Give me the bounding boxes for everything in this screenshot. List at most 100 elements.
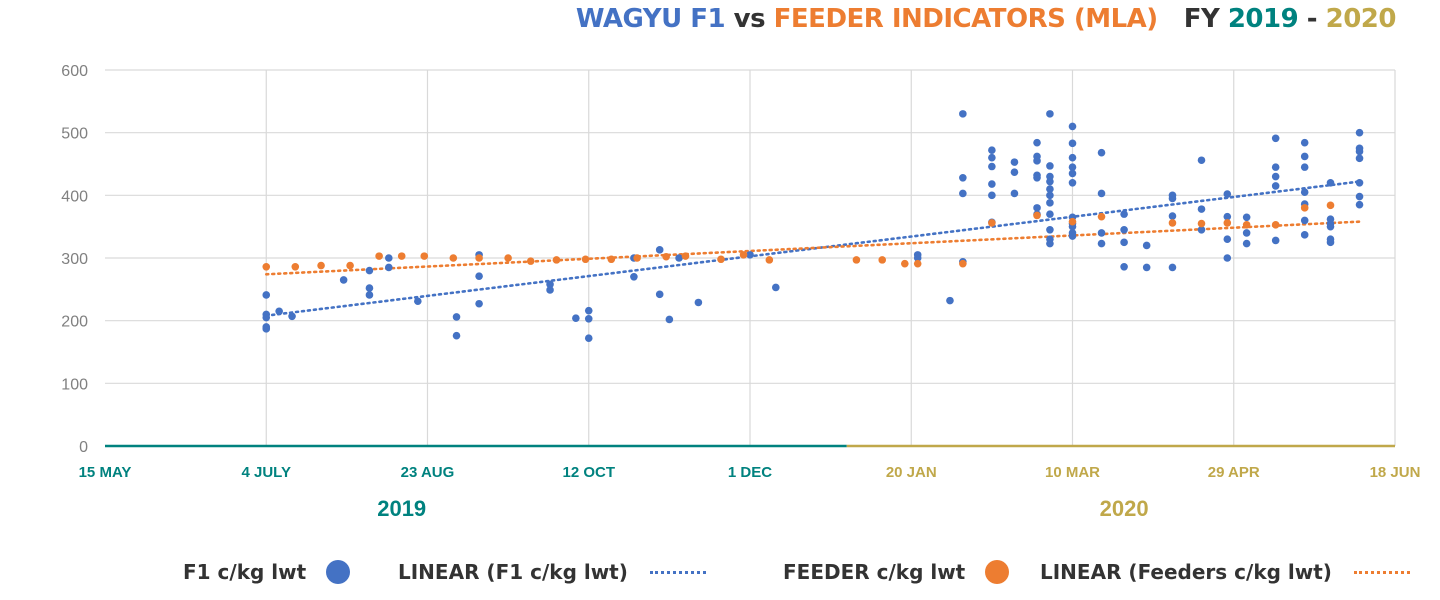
chart-title: WAGYU F1 vs FEEDER INDICATORS (MLA) FY 20… [576, 4, 1397, 34]
x-tick-label: 1 DEC [728, 464, 772, 481]
legend-item-feeder-linear: LINEAR (Feeders c/kg lwt) [1040, 560, 1410, 584]
f1-point [452, 331, 461, 340]
f1-point [1271, 182, 1280, 190]
f1-point [1355, 179, 1364, 187]
feeder-point [852, 256, 861, 264]
f1-point [546, 286, 554, 294]
feeder-point [475, 254, 483, 262]
f1-point [1097, 148, 1106, 157]
f1-point [1271, 134, 1280, 143]
f1-point [546, 280, 554, 289]
f1-point [988, 191, 996, 200]
feeder-point [420, 252, 429, 260]
title-vs: vs [725, 4, 774, 34]
y-tick-label: 200 [61, 314, 88, 331]
data-points [262, 110, 1364, 343]
feeder-point [607, 255, 616, 264]
f1-point [1046, 226, 1054, 234]
f1-point [385, 254, 393, 262]
axis-labels: 0 100 200 300 400 500 600 15 MAY 4 JULY 23 AUG 12 … [61, 63, 1420, 521]
title-fy: FY [1183, 4, 1228, 34]
feeder-point [765, 256, 774, 264]
f1-point [913, 254, 922, 262]
f1-point [1046, 177, 1054, 186]
f1-point [1326, 179, 1335, 187]
f1-point [1046, 239, 1054, 248]
f1-point [1271, 236, 1280, 245]
y-tick-label: 400 [61, 188, 88, 205]
feeder-point [739, 251, 748, 259]
f1-point [1120, 210, 1128, 218]
f1-point [414, 297, 422, 306]
feeder-point [878, 256, 887, 264]
feeder-point [1300, 204, 1309, 212]
feeder-point [291, 262, 300, 271]
feeder-point [581, 255, 590, 264]
feeder-point [901, 259, 909, 268]
f1-point [1097, 229, 1106, 237]
feeder-point [1097, 212, 1106, 221]
f1-point [572, 314, 580, 322]
legend-marker-f1 [326, 560, 351, 584]
f1-point [262, 291, 271, 299]
f1-point [1142, 263, 1151, 272]
feeder-point [1168, 219, 1177, 227]
f1-point [339, 276, 348, 284]
feeder-point [526, 257, 535, 265]
f1-point [1197, 226, 1206, 234]
f1-point [1120, 226, 1128, 234]
x-tick-label: 12 OCT [562, 464, 615, 481]
feeder-point [1068, 217, 1077, 226]
f1-point [1046, 191, 1054, 200]
legend-marker-feeder [985, 560, 1010, 584]
f1-point [1300, 138, 1309, 147]
f1-point [1046, 199, 1054, 207]
title-year-2020: 2020 [1325, 4, 1397, 34]
f1-point [1010, 168, 1019, 176]
feeder-point [262, 262, 271, 271]
f1-point [262, 313, 271, 322]
trendline [264, 220, 1361, 276]
f1-point [1068, 153, 1077, 162]
title-feeder: FEEDER INDICATORS (MLA) [773, 4, 1159, 34]
f1-point [1300, 231, 1309, 239]
y-tick-label: 300 [61, 251, 88, 268]
feeder-point [317, 261, 325, 270]
f1-point [1033, 173, 1041, 182]
year-label-2020: 2020 [1100, 496, 1149, 521]
f1-point [1223, 254, 1232, 262]
feeder-point [717, 255, 725, 264]
f1-point [1068, 169, 1077, 178]
f1-point [946, 296, 954, 305]
f1-point [584, 334, 593, 343]
f1-point [1046, 210, 1054, 218]
legend-marker-f1-linear [649, 570, 706, 574]
f1-point [1223, 235, 1232, 243]
f1-point [385, 263, 393, 272]
legend-label-feeder: FEEDER c/kg lwt [783, 560, 966, 584]
f1-point [452, 313, 461, 321]
legend-marker-feeder-linear [1353, 570, 1410, 574]
f1-point [1010, 189, 1019, 198]
feeder-point [988, 219, 996, 227]
f1-point [288, 312, 296, 321]
f1-point [1242, 213, 1251, 222]
feeder-point [449, 254, 458, 262]
f1-point [584, 314, 593, 323]
feeder-point [1197, 219, 1206, 228]
legend-item-f1: F1 c/kg lwt [183, 560, 351, 584]
f1-point [1142, 241, 1151, 250]
f1-point [1033, 204, 1041, 212]
f1-point [1223, 212, 1232, 221]
feeder-point [662, 252, 670, 261]
f1-point [475, 299, 483, 308]
f1-point [1010, 158, 1019, 166]
f1-point [1355, 200, 1364, 209]
f1-point [988, 146, 996, 155]
f1-point [1355, 128, 1364, 137]
x-tick-label: 4 JULY [242, 464, 291, 481]
f1-point [1120, 262, 1128, 271]
f1-point [988, 180, 996, 188]
year-label-2019: 2019 [377, 496, 426, 521]
f1-point [959, 189, 967, 198]
